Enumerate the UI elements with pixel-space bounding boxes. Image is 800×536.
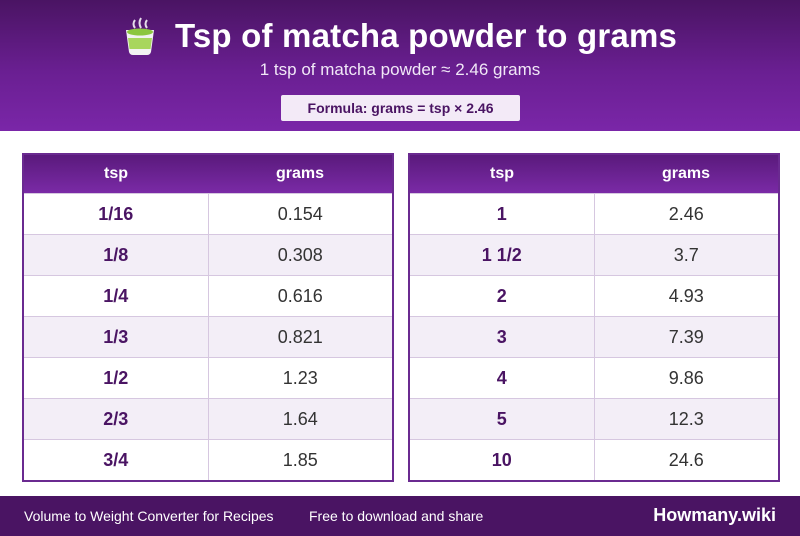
tsp-cell: 1/16: [24, 194, 209, 234]
table-row: 1 1/2 3.7: [410, 234, 778, 275]
tsp-cell: 10: [410, 440, 595, 480]
header-banner: Tsp of matcha powder to grams 1 tsp of m…: [0, 0, 800, 131]
grams-cell: 24.6: [668, 449, 704, 470]
conversion-table-right: tsp grams 1 2.46 1 1/2 3.7 2 4.93 3 7.39…: [408, 153, 780, 482]
grams-cell: 0.616: [277, 285, 323, 306]
footer-category-text: Volume to Weight Converter for Recipes: [24, 508, 274, 524]
grams-cell: 1.85: [282, 449, 318, 470]
table-row: 3 7.39: [410, 316, 778, 357]
grams-cell: 0.308: [277, 244, 323, 265]
column-header-tsp: tsp: [490, 165, 514, 182]
table-row: 1/16 0.154: [24, 193, 392, 234]
tsp-cell: 3: [410, 317, 595, 357]
grams-cell: 2.46: [668, 203, 704, 224]
grams-cell: 12.3: [668, 408, 704, 429]
tsp-cell: 3/4: [24, 440, 209, 480]
table-row: 5 12.3: [410, 398, 778, 439]
tsp-cell: 1 1/2: [410, 235, 595, 275]
table-row: 1/4 0.616: [24, 275, 392, 316]
tsp-cell: 1: [410, 194, 595, 234]
column-header-grams: grams: [661, 165, 711, 182]
table-header: tsp grams: [410, 155, 778, 193]
table-row: 1/2 1.23: [24, 357, 392, 398]
table-row: 2/3 1.64: [24, 398, 392, 439]
tsp-cell: 2: [410, 276, 595, 316]
grams-cell: 9.86: [668, 367, 704, 388]
grams-cell: 4.93: [668, 285, 704, 306]
table-row: 4 9.86: [410, 357, 778, 398]
footer-bar: Volume to Weight Converter for Recipes F…: [0, 496, 800, 536]
table-row: 1/3 0.821: [24, 316, 392, 357]
table-row: 10 24.6: [410, 439, 778, 480]
grams-cell: 0.821: [277, 326, 323, 347]
table-row: 1 2.46: [410, 193, 778, 234]
tsp-cell: 1/8: [24, 235, 209, 275]
table-row: 3/4 1.85: [24, 439, 392, 480]
grams-cell: 0.154: [277, 203, 323, 224]
tsp-cell: 1/4: [24, 276, 209, 316]
tsp-cell: 2/3: [24, 399, 209, 439]
subtitle: 1 tsp of matcha powder ≈ 2.46 grams: [259, 60, 541, 79]
tsp-cell: 1/3: [24, 317, 209, 357]
grams-cell: 7.39: [668, 326, 704, 347]
footer-share-text: Free to download and share: [309, 508, 484, 524]
grams-cell: 1.23: [282, 367, 318, 388]
grams-cell: 3.7: [673, 244, 699, 265]
page-title: Tsp of matcha powder to grams: [174, 17, 678, 54]
matcha-cup-icon: [125, 17, 154, 55]
column-header-grams: grams: [275, 165, 325, 182]
table-row: 2 4.93: [410, 275, 778, 316]
column-header-tsp: tsp: [104, 165, 128, 182]
grams-cell: 1.64: [282, 408, 318, 429]
tsp-cell: 1/2: [24, 358, 209, 398]
tsp-cell: 4: [410, 358, 595, 398]
conversion-table-left: tsp grams 1/16 0.154 1/8 0.308 1/4 0.616…: [22, 153, 394, 482]
title-row: Tsp of matcha powder to grams: [0, 14, 800, 58]
table-header: tsp grams: [24, 155, 392, 193]
formula-badge: Formula: grams = tsp × 2.46: [281, 95, 520, 121]
brand-link[interactable]: Howmany.wiki: [653, 505, 776, 525]
table-row: 1/8 0.308: [24, 234, 392, 275]
tsp-cell: 5: [410, 399, 595, 439]
